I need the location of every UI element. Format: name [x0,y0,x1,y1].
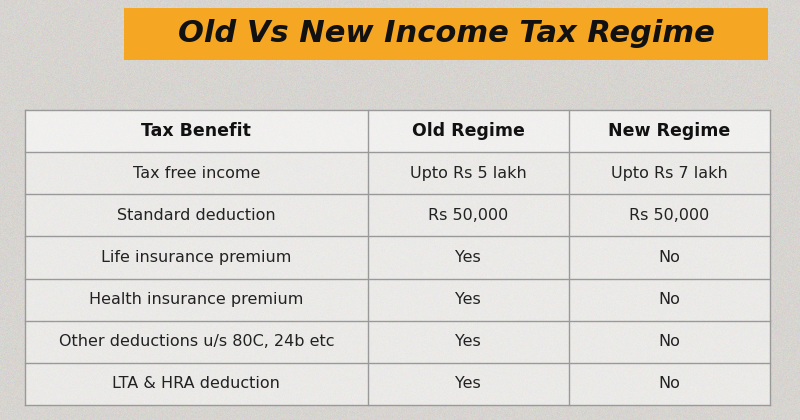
Text: Yes: Yes [455,250,481,265]
Text: Health insurance premium: Health insurance premium [89,292,303,307]
FancyBboxPatch shape [124,8,768,60]
Text: Life insurance premium: Life insurance premium [101,250,291,265]
Text: Other deductions u/s 80C, 24b etc: Other deductions u/s 80C, 24b etc [58,334,334,349]
Text: No: No [658,376,680,391]
Text: Yes: Yes [455,376,481,391]
FancyBboxPatch shape [25,363,770,405]
FancyBboxPatch shape [25,194,770,236]
FancyBboxPatch shape [25,278,770,321]
Text: Rs 50,000: Rs 50,000 [630,208,710,223]
Text: Old Vs New Income Tax Regime: Old Vs New Income Tax Regime [178,19,714,48]
FancyBboxPatch shape [25,152,770,194]
Text: No: No [658,334,680,349]
Text: Yes: Yes [455,292,481,307]
Text: Upto Rs 7 lakh: Upto Rs 7 lakh [611,166,728,181]
Text: Yes: Yes [455,334,481,349]
Text: Standard deduction: Standard deduction [117,208,276,223]
Text: Old Regime: Old Regime [412,122,525,140]
Text: Upto Rs 5 lakh: Upto Rs 5 lakh [410,166,526,181]
Text: No: No [658,292,680,307]
Text: Tax free income: Tax free income [133,166,260,181]
Text: Rs 50,000: Rs 50,000 [428,208,509,223]
FancyBboxPatch shape [25,321,770,363]
FancyBboxPatch shape [25,236,770,278]
Text: New Regime: New Regime [608,122,730,140]
Text: Tax Benefit: Tax Benefit [142,122,251,140]
Text: No: No [658,250,680,265]
Text: LTA & HRA deduction: LTA & HRA deduction [113,376,280,391]
FancyBboxPatch shape [25,110,770,152]
